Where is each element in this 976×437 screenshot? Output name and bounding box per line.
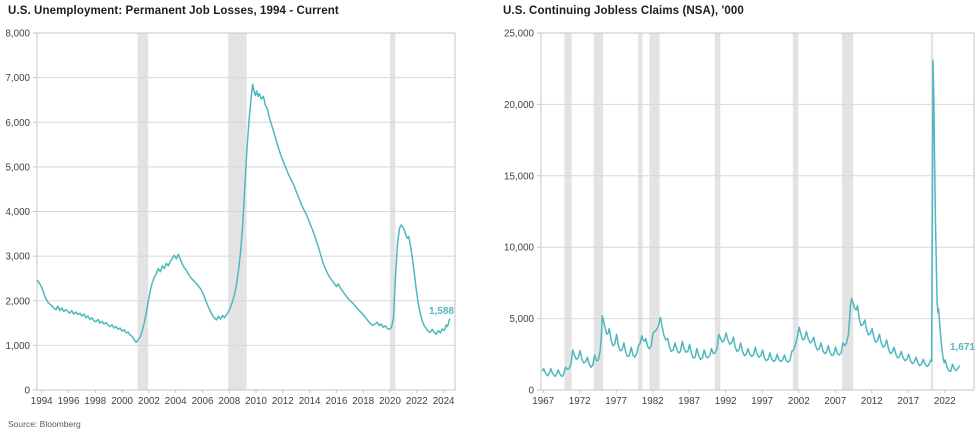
y-axis-tick-label: 25,000 xyxy=(504,29,535,40)
x-axis-tick-label: 1987 xyxy=(678,396,700,407)
recession-band xyxy=(714,33,721,390)
x-axis-tick-label: 1967 xyxy=(532,396,554,407)
line-chart-permanent-job-losses: 0 1,000 2,000 3,000 4,000 5,000 6,000 7,000 8,00… xyxy=(5,29,456,407)
x-axis-tick-label: 1998 xyxy=(84,396,106,407)
data-line xyxy=(36,83,451,344)
recession-band xyxy=(649,33,660,390)
line-chart-continuing-jobless-claims: 0 5,000 10,000 15,000 20,000 25,000 1967 1972 19… xyxy=(504,29,975,408)
x-axis-tick-label: 1972 xyxy=(569,396,591,407)
recession-band xyxy=(842,33,854,390)
recession-band xyxy=(593,33,604,390)
x-axis-tick-label: 1994 xyxy=(31,396,53,407)
y-axis-tick-label: 6,000 xyxy=(5,118,30,129)
x-axis-tick-label: 2008 xyxy=(218,396,240,407)
x-axis-tick-label: 1997 xyxy=(751,396,773,407)
x-axis-tick-label: 2018 xyxy=(352,396,374,407)
x-axis-tick-label: 2022 xyxy=(934,396,956,407)
x-axis-tick-label: 2007 xyxy=(824,396,846,407)
x-axis-tick-label: 1977 xyxy=(605,396,627,407)
chart-title-continuing-jobless-claims: U.S. Continuing Jobless Claims (NSA), '0… xyxy=(503,5,744,17)
y-axis-tick-label: 20,000 xyxy=(504,100,535,111)
x-axis-tick-label: 2010 xyxy=(245,396,267,407)
x-axis-tick-label: 2002 xyxy=(138,396,160,407)
x-axis-tick-label: 1982 xyxy=(642,396,664,407)
chart-title-permanent-job-losses: U.S. Unemployment: Permanent Job Losses,… xyxy=(8,5,339,17)
x-axis-tick-label: 2022 xyxy=(406,396,428,407)
y-axis-tick-label: 5,000 xyxy=(509,314,534,325)
x-axis-tick-label: 2017 xyxy=(897,396,919,407)
x-axis-tick-label: 2020 xyxy=(379,396,401,407)
y-axis-tick-label: 8,000 xyxy=(5,29,30,40)
x-axis-tick-label: 2000 xyxy=(111,396,133,407)
x-axis-tick-label: 2014 xyxy=(299,396,321,407)
y-axis-tick-label: 4,000 xyxy=(5,207,30,218)
end-value-label: 1,671 xyxy=(950,342,975,353)
x-axis-tick-label: 2024 xyxy=(433,396,455,407)
y-axis-tick-label: 0 xyxy=(529,386,535,397)
x-axis-tick-label: 2012 xyxy=(272,396,294,407)
x-axis-tick-label: 2004 xyxy=(165,396,187,407)
recession-band xyxy=(564,33,572,390)
y-axis-tick-label: 15,000 xyxy=(504,171,535,182)
y-axis-tick-label: 10,000 xyxy=(504,243,535,254)
recession-band xyxy=(792,33,799,390)
y-axis-tick-label: 7,000 xyxy=(5,73,30,84)
source-note: Source: Bloomberg xyxy=(8,419,81,429)
x-axis-tick-label: 2016 xyxy=(326,396,348,407)
y-axis-tick-label: 5,000 xyxy=(5,162,30,173)
x-axis-tick-label: 2002 xyxy=(788,396,810,407)
recession-band xyxy=(638,33,643,390)
x-axis-tick-label: 1992 xyxy=(715,396,737,407)
y-axis-tick-label: 0 xyxy=(25,386,31,397)
y-axis-tick-label: 3,000 xyxy=(5,252,30,263)
x-axis-tick-label: 1996 xyxy=(58,396,80,407)
x-axis-tick-label: 2012 xyxy=(861,396,883,407)
y-axis-tick-label: 2,000 xyxy=(5,296,30,307)
end-value-label: 1,588 xyxy=(429,306,454,317)
plot-border xyxy=(540,32,975,391)
data-line xyxy=(541,59,961,378)
x-axis-tick-label: 2006 xyxy=(192,396,214,407)
y-axis-tick-label: 1,000 xyxy=(5,341,30,352)
